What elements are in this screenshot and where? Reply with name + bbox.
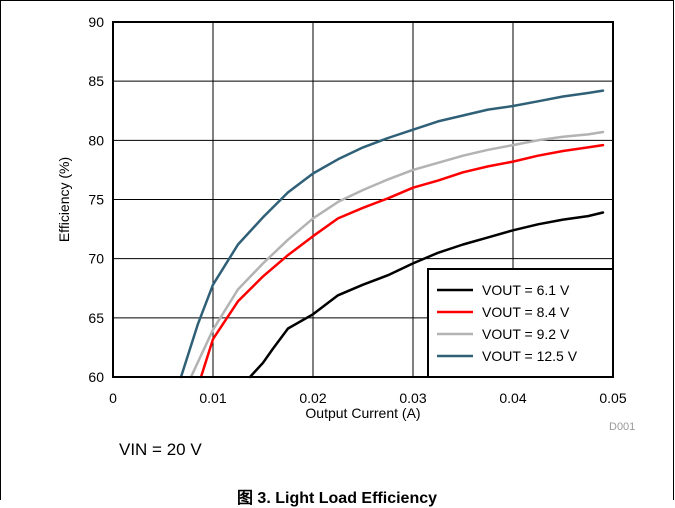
series-line-1 [248,211,605,379]
condition-label: VIN = 20 V [119,440,202,459]
legend-label: VOUT = 6.1 V [482,282,570,298]
x-axis-label: Output Current (A) [305,405,420,421]
y-tick-label: 80 [88,132,104,148]
legend-label: VOUT = 8.4 V [482,304,570,320]
y-axis-label: Efficiency (%) [56,157,72,242]
x-tick-label: 0.01 [199,390,226,406]
x-tick-label: 0.03 [399,390,426,406]
y-tick-label: 65 [88,310,104,326]
y-tick-label: 85 [88,73,104,89]
series-group [179,89,605,379]
legend-label: VOUT = 12.5 V [482,348,578,364]
y-tick-label: 70 [88,251,104,267]
legend: VOUT = 6.1 V VOUT = 8.4 V VOUT = 9.2 V VOUT… [427,268,614,378]
legend-box [427,268,614,378]
x-tick-label: 0.04 [499,390,526,406]
y-tick-label: 90 [88,14,104,30]
figure-caption: 图 3. Light Load Efficiency [236,490,438,507]
x-tick-label: 0.02 [299,390,326,406]
figure-id: D001 [609,421,636,433]
x-tick-label: 0 [109,390,117,406]
series-line-3 [189,130,605,379]
series-line-2 [199,143,605,379]
x-tick-label: 0.05 [599,390,626,406]
legend-label: VOUT = 9.2 V [482,326,570,342]
y-tick-label: 60 [88,369,104,385]
plot-border [112,21,614,378]
y-tick-label: 75 [88,192,104,208]
tick-labels: 0 0.01 0.02 0.03 0.04 0.05 60 65 70 75 80 85 90 [88,14,626,406]
series-line-4 [179,89,605,379]
